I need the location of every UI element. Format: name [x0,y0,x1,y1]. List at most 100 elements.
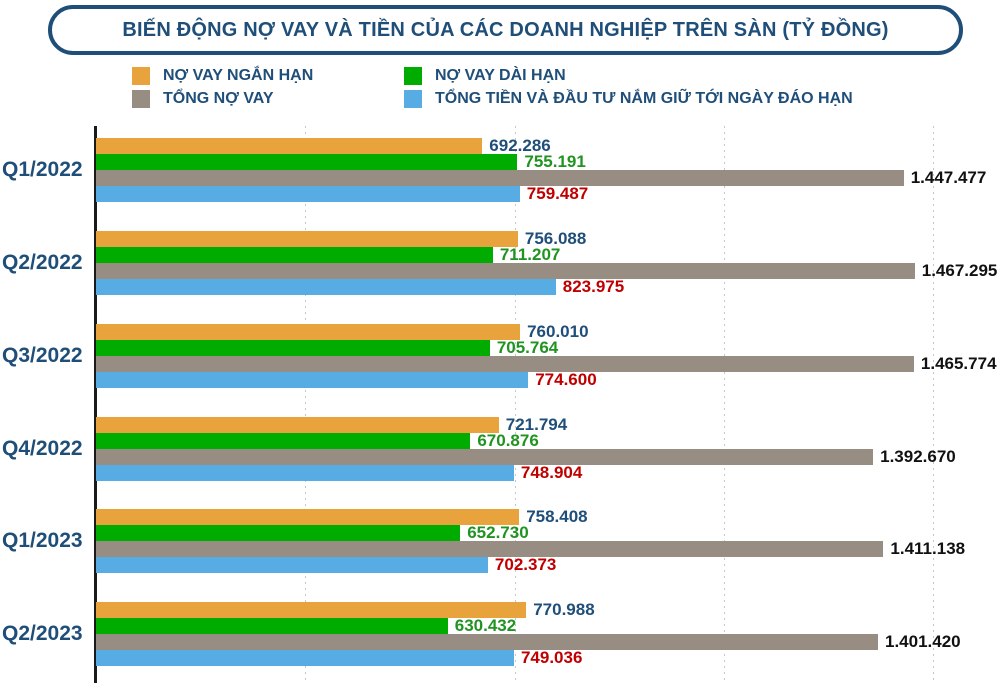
legend-swatch-icon [404,67,422,85]
legend-swatch-icon [404,90,422,108]
bar [96,278,556,295]
bar-line: 759.487 [96,184,986,203]
bar-chart: Q1/2022 692.286 755.191 1.447.477 759.487 Q2/… [0,126,1000,683]
bars-block: 721.794 670.876 1.392.670 748.904 [96,414,956,482]
legend-item-3: TỔNG TIỀN VÀ ĐẦU TƯ NẮM GIỮ TỚI NGÀY ĐÁO… [404,90,853,108]
bar [96,525,461,542]
bar-line: 770.988 [96,600,961,620]
category-label: Q1/2022 [2,158,83,181]
legend: NỢ VAY NGẮN HẠN NỢ VAY DÀI HẠN TỔNG NỢ VAY… [132,67,853,108]
bar-line: 1.467.295 [96,260,998,280]
gridline [723,126,725,683]
bar-value-label: 711.207 [499,244,561,264]
bar [96,634,878,651]
bar-value-label: 748.904 [520,462,583,482]
bar-group-q2-2023: Q2/2023 770.988 630.432 1.401.420 749.036 [0,590,1000,683]
bar-line: 774.600 [96,369,997,389]
chart-title: BIẾN ĐỘNG NỢ VAY VÀ TIỀN CỦA CÁC DOANH N… [122,18,889,41]
legend-label: NỢ VAY NGẮN HẠN [163,67,314,84]
legend-label: TỔNG TIỀN VÀ ĐẦU TƯ NẮM GIỮ TỚI NGÀY ĐÁO… [435,90,853,107]
bar-line: 758.408 [96,507,965,527]
bar-value-label: 1.401.420 [884,632,961,652]
legend-label: NỢ VAY DÀI HẠN [435,67,566,84]
bar-line: 755.191 [96,152,986,171]
bar [96,230,518,247]
bar-value-label: 702.373 [494,555,557,575]
bars-block: 760.010 705.764 1.465.774 774.600 [96,321,997,389]
legend-item-2: TỔNG NỢ VAY [132,90,404,108]
bar-value-label: 823.975 [562,276,625,296]
legend-item-0: NỢ VAY NGẮN HẠN [132,67,404,85]
bars-block: 758.408 652.730 1.411.138 702.373 [96,507,966,575]
bar-line: 823.975 [96,276,997,296]
bar-line: 1.401.420 [96,632,961,652]
bar-group-q4-2022: Q4/2022 721.794 670.876 1.392.670 748.904 [0,405,1000,498]
bars-block: 756.088 711.207 1.467.295 823.975 [96,228,998,296]
bar [96,509,520,526]
bar-line: 1.392.670 [96,446,956,466]
bar-group-q2-2022: Q2/2022 756.088 711.207 1.467.295 823.975 [0,219,1000,312]
bar [96,246,493,263]
bar [96,650,514,667]
bar [96,602,527,619]
bar-line: 702.373 [96,555,965,575]
bar-value-label: 705.764 [496,337,559,357]
bar-value-label: 1.411.138 [890,539,966,559]
bar-value-label: 652.730 [467,523,529,543]
bar [96,154,518,170]
bar [96,355,914,372]
legend-label: TỔNG NỢ VAY [163,90,274,107]
bar-line: 749.036 [96,648,961,668]
bar [96,432,471,449]
bar-value-label: 774.600 [535,369,597,389]
bar-line: 748.904 [96,462,956,482]
bar-value-label: 1.467.295 [921,260,998,280]
bar [96,323,521,340]
bar [96,464,514,481]
bar-value-label: 770.988 [533,600,595,620]
legend-item-1: NỢ VAY DÀI HẠN [404,67,853,85]
gridline [514,126,516,683]
bar-group-q1-2022: Q1/2022 692.286 755.191 1.447.477 759.487 [0,126,1000,219]
chart-title-box: BIẾN ĐỘNG NỢ VAY VÀ TIỀN CỦA CÁC DOANH N… [48,5,963,55]
bar-value-label: 756.088 [524,228,587,248]
gridline [305,126,307,683]
bar-value-label: 758.408 [526,507,588,527]
bar [96,170,904,186]
bar-value-label: 630.432 [454,616,517,636]
bar-line: 705.764 [96,337,997,357]
category-label: Q4/2022 [2,436,83,460]
bar-value-label: 1.465.774 [920,353,997,373]
bar-line: 760.010 [96,321,997,341]
bar-value-label: 670.876 [477,430,539,450]
bar-value-label: 759.487 [526,184,589,203]
bar [96,138,483,154]
category-label: Q2/2023 [2,622,83,646]
bar-value-label: 721.794 [505,414,568,434]
bar-value-label: 755.191 [524,152,586,171]
bar-group-q1-2023: Q1/2023 758.408 652.730 1.411.138 702.373 [0,497,1000,590]
category-label: Q2/2022 [2,250,83,274]
bars-block: 692.286 755.191 1.447.477 759.487 [96,137,987,203]
bar-line: 721.794 [96,414,956,434]
bar-value-label: 760.010 [527,321,589,341]
bar [96,339,490,356]
bar [96,262,915,279]
bar [96,186,520,202]
bar-group-q3-2022: Q3/2022 760.010 705.764 1.465.774 774.600 [0,312,1000,405]
bar-value-label: 1.392.670 [880,446,956,466]
bar-value-label: 1.447.477 [910,168,987,187]
bar [96,557,488,574]
bar [96,371,529,388]
bar-line: 692.286 [96,137,986,154]
bar [96,541,884,558]
bar-line: 630.432 [96,616,961,636]
bar-line: 1.465.774 [96,353,997,373]
category-label: Q1/2023 [2,529,83,553]
bar-line: 1.447.477 [96,168,987,187]
bar-value-label: 749.036 [520,648,583,668]
bar [96,416,499,433]
y-axis-line [94,126,97,683]
legend-swatch-icon [132,90,150,108]
bar-line: 756.088 [96,228,997,248]
